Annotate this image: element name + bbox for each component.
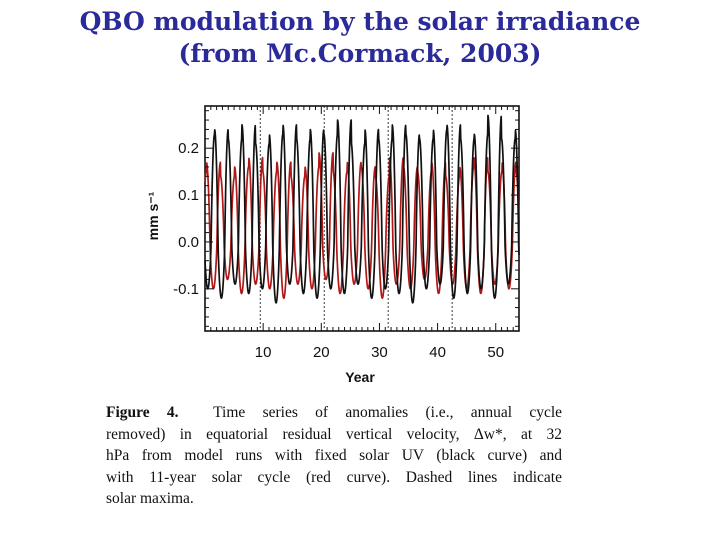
slide-title-line2: (from Mc.Cormack, 2003) [178, 39, 542, 68]
y-tick-label-0p1: 0.1 [178, 187, 199, 204]
y-axis-title: mm s⁻¹ [145, 191, 161, 240]
x-tick-label-30: 30 [371, 344, 388, 361]
caption-line-1: Figure 4. Time series of anomalies (i.e.… [106, 402, 562, 424]
caption-line-3: hPa from model runs with fixed solar UV … [106, 447, 562, 464]
series-line-fixed_uv [204, 114, 520, 304]
slide-title: QBO modulation by the solar irradiance (… [0, 6, 720, 70]
y-tick-label-m0p1: -0.1 [173, 281, 199, 298]
labels-layer: 10 20 30 40 50 -0.1 0.0 0.1 0.2 [173, 140, 504, 361]
qbo-time-series-chart: 10 20 30 40 50 -0.1 0.0 0.1 0.2 Year mm s⁻¹ [145, 105, 520, 385]
y-tick-label-0p2: 0.2 [178, 140, 199, 157]
slide-title-line1: QBO modulation by the solar irradiance [79, 7, 641, 36]
series-layer [204, 114, 520, 304]
caption-line-5: solar maxima. [106, 490, 194, 507]
x-tick-label-40: 40 [429, 344, 446, 361]
caption-figure-label: Figure 4. [106, 404, 179, 421]
caption-text-1: Time series of anomalies (i.e., annual c… [213, 404, 562, 421]
x-tick-label-50: 50 [487, 344, 504, 361]
caption-line-4: with 11-year solar cycle (red curve). Da… [106, 468, 562, 486]
x-axis-title: Year [345, 369, 375, 385]
ticks-layer [205, 106, 519, 331]
y-tick-label-0: 0.0 [178, 234, 199, 251]
caption-line-2: removed) in equatorial residual vertical… [106, 425, 562, 443]
figure-caption: Figure 4. Time series of anomalies (i.e.… [106, 402, 562, 510]
x-tick-label-20: 20 [313, 344, 330, 361]
x-tick-label-10: 10 [255, 344, 272, 361]
